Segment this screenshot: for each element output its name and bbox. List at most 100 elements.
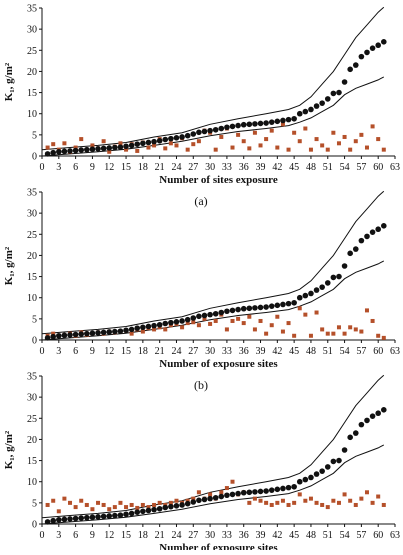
observed-point: [380, 223, 387, 229]
observed-point: [302, 292, 309, 299]
observed-point: [44, 335, 51, 341]
observed-point: [72, 147, 79, 154]
predicted-point: [96, 500, 101, 505]
observed-point: [364, 49, 370, 56]
observed-point: [100, 145, 107, 152]
predicted-point: [51, 498, 56, 503]
predicted-point: [208, 492, 213, 497]
observed-point: [352, 430, 359, 436]
y-tick-label: 30: [27, 25, 37, 36]
x-tick-label: 57: [356, 530, 366, 541]
x-tick-label: 48: [306, 162, 316, 173]
x-tick-label: 3: [56, 346, 61, 357]
observed-point: [112, 328, 118, 335]
x-tick-label: 30: [205, 530, 215, 541]
observed-point: [240, 489, 247, 496]
x-tick-label: 15: [121, 530, 131, 541]
predicted-point: [275, 145, 280, 150]
observed-point: [207, 495, 213, 502]
observed-point: [134, 509, 141, 515]
x-tick-label: 6: [73, 162, 78, 173]
observed-point: [302, 476, 309, 483]
predicted-point: [381, 335, 386, 340]
observed-point: [106, 329, 113, 335]
x-tick-label: 45: [289, 530, 299, 541]
y-axis-title: K₁, g/m²: [3, 430, 15, 469]
observed-point: [308, 106, 314, 113]
x-tick-label: 30: [205, 162, 215, 173]
predicted-point: [331, 130, 336, 135]
predicted-point: [336, 325, 341, 330]
observed-point: [285, 300, 292, 307]
observed-point: [257, 120, 264, 127]
observed-point: [252, 489, 258, 495]
y-tick-label: 20: [27, 251, 37, 262]
observed-point: [347, 434, 353, 441]
observed-point: [336, 457, 342, 464]
observed-point: [117, 144, 124, 150]
x-tick-label: 54: [340, 346, 350, 357]
observed-point: [268, 487, 275, 493]
y-tick-label: 25: [27, 414, 37, 425]
observed-point: [224, 124, 230, 131]
predicted-point: [185, 147, 190, 152]
observed-point: [184, 316, 191, 323]
observed-point: [375, 42, 381, 49]
panel-label: (a): [194, 194, 207, 208]
observed-point: [212, 494, 219, 501]
predicted-point: [269, 502, 274, 507]
observed-point: [380, 39, 387, 45]
observed-point: [296, 478, 303, 485]
predicted-point: [230, 318, 235, 323]
observed-point: [184, 500, 191, 507]
upper-bound-line: [41, 190, 385, 335]
observed-point: [173, 319, 180, 325]
predicted-point: [342, 492, 347, 497]
observed-point: [313, 287, 320, 293]
y-axis-title: K₁, g/m²: [3, 246, 15, 285]
predicted-point: [45, 502, 50, 507]
observed-point: [324, 464, 331, 470]
predicted-point: [359, 496, 364, 501]
predicted-point: [364, 490, 369, 495]
predicted-point: [146, 505, 151, 510]
predicted-point: [364, 145, 369, 150]
predicted-point: [129, 331, 134, 336]
predicted-point: [370, 500, 375, 505]
x-tick-label: 54: [340, 530, 350, 541]
observed-point: [330, 458, 337, 465]
observed-point: [168, 503, 174, 510]
observed-point: [156, 321, 163, 328]
observed-point: [61, 516, 68, 523]
predicted-point: [342, 134, 347, 139]
observed-point: [100, 513, 107, 520]
y-tick-label: 20: [27, 435, 37, 446]
y-tick-label: 35: [27, 188, 37, 199]
x-tick-label: 60: [373, 530, 383, 541]
observed-point: [280, 485, 286, 492]
x-tick-label: 6: [73, 346, 78, 357]
x-tick-label: 57: [356, 346, 366, 357]
predicted-point: [101, 139, 106, 144]
predicted-point: [168, 141, 173, 146]
x-tick-label: 21: [155, 346, 165, 357]
observed-point: [296, 110, 303, 117]
observed-point: [117, 328, 124, 334]
predicted-point: [152, 502, 157, 507]
x-tick-label: 45: [289, 162, 299, 173]
predicted-point: [258, 498, 263, 503]
predicted-point: [376, 333, 381, 338]
observed-point: [319, 284, 325, 290]
y-tick-label: 15: [27, 272, 37, 283]
predicted-point: [107, 507, 112, 512]
observed-point: [224, 308, 230, 315]
observed-point: [84, 330, 90, 337]
observed-point: [78, 147, 85, 153]
observed-point: [375, 226, 381, 233]
predicted-point: [342, 331, 347, 336]
observed-point: [274, 302, 281, 309]
observed-point: [308, 474, 314, 481]
x-tick-label: 63: [390, 346, 400, 357]
observed-point: [50, 149, 57, 156]
x-tick-label: 21: [155, 162, 165, 173]
